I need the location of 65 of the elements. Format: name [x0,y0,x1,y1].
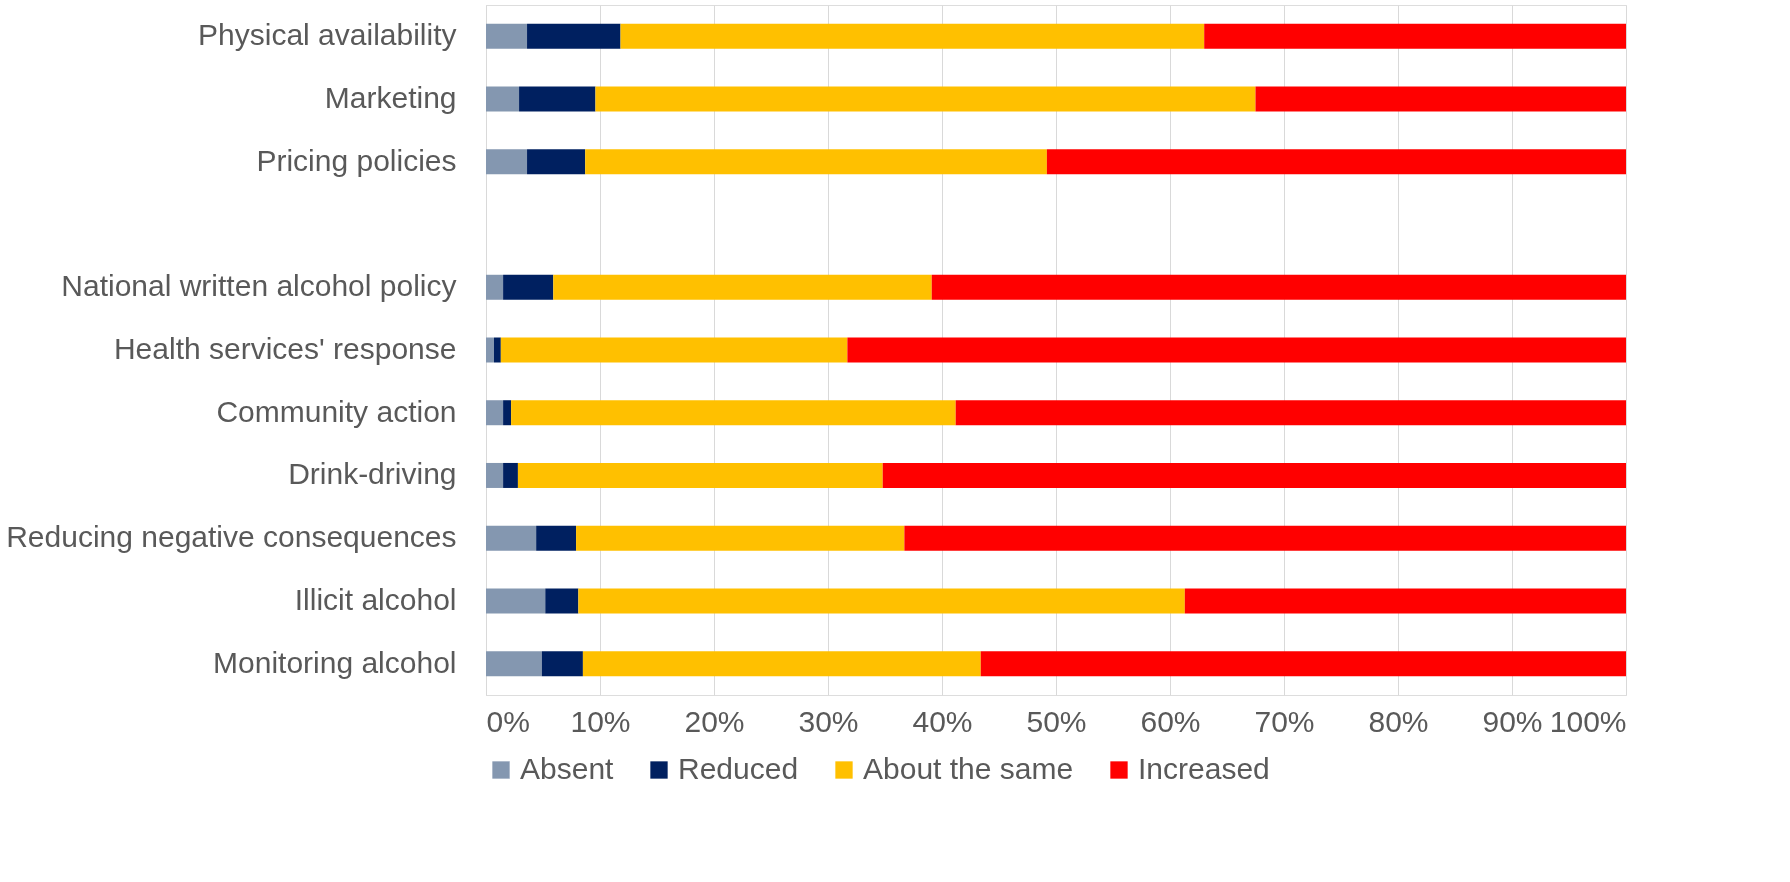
y-tick-label: Reducing negative consequences [6,520,457,554]
legend-label: Reduced [678,752,799,785]
bar [882,462,1626,488]
bar [527,23,621,49]
x-tick-label: 100% [1549,704,1627,738]
bar [931,274,1626,300]
y-tick-label: Marketing [324,81,457,115]
bar [486,400,504,426]
bar [1046,149,1626,175]
bar [582,651,981,677]
bar [541,651,583,677]
bar [1204,23,1626,49]
legend-label: Absent [520,752,615,785]
y-tick-label: Community action [216,394,457,428]
x-tick-label: 20% [684,704,745,738]
bar [503,462,518,488]
bar [503,274,554,300]
y-tick-label: Drink-driving [288,457,457,491]
bar [980,651,1626,677]
bar [847,337,1626,363]
bar [553,274,932,300]
y-tick-label: Physical availability [198,18,457,52]
bar [486,274,504,300]
x-tick-label: 50% [1026,704,1087,738]
bar [1184,588,1626,614]
y-tick-label: Monitoring alcohol [213,645,457,679]
x-tick-label: 70% [1254,704,1315,738]
bar [536,525,577,551]
bar [527,149,586,175]
legend-label: Increased [1138,752,1270,785]
x-tick-label: 60% [1140,704,1201,738]
bar [595,86,1256,112]
bar [576,525,905,551]
x-tick-label: 30% [798,704,859,738]
x-tick-label: 90% [1482,704,1543,738]
bar [503,400,512,426]
x-tick-label: 80% [1368,704,1429,738]
bar [486,337,494,363]
y-tick-label: Illicit alcohol [294,582,457,616]
bar [486,525,537,551]
bar [585,149,1047,175]
bar [955,400,1626,426]
bar [486,462,504,488]
x-tick-label: 10% [570,704,631,738]
bar [493,337,501,363]
bar [500,337,848,363]
x-tick-label: 40% [912,704,973,738]
bar [517,462,883,488]
bar [486,23,528,49]
bar [486,651,542,677]
bar [486,149,528,175]
bar [519,86,596,112]
y-tick-label: National written alcohol policy [61,269,457,303]
bar [545,588,579,614]
bar [486,588,546,614]
y-tick-label: Pricing policies [256,143,457,177]
bar [1255,86,1626,112]
legend-label: About the same [863,752,1074,785]
bar [511,400,956,426]
x-tick-label: 0% [486,704,530,738]
y-tick-label: Health services' response [113,332,457,365]
bar [620,23,1205,49]
bar [486,86,520,112]
bar [578,588,1185,614]
bar [904,525,1626,551]
